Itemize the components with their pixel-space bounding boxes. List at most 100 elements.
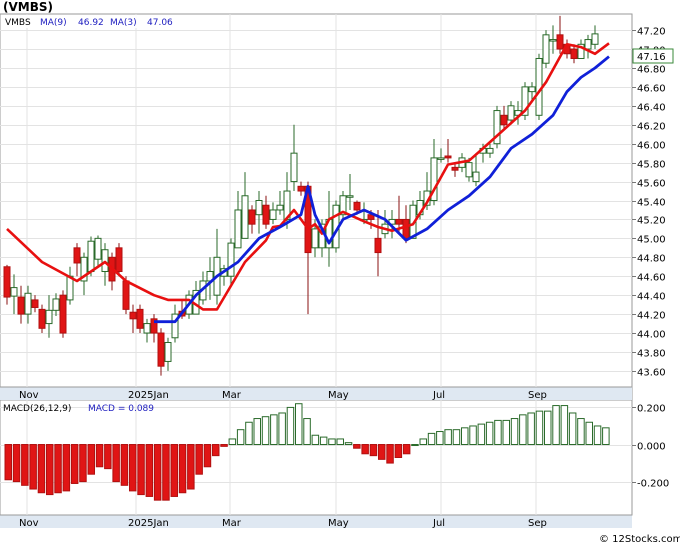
macd-bar [602, 427, 610, 446]
macd-bar [411, 444, 419, 447]
macd-value-label: MACD = 0.089 [88, 404, 154, 414]
price-tick-label: 46.20 [637, 122, 666, 133]
macd-bar [236, 429, 245, 446]
candle-body [437, 157, 445, 160]
credit-text: © 12Stocks.com [599, 534, 680, 545]
macd-bar [311, 434, 320, 446]
candle-body [3, 266, 11, 298]
macd-bar [62, 444, 71, 492]
candle-body [122, 280, 130, 310]
macd-panel [0, 399, 633, 516]
macd-bar [369, 444, 378, 457]
macd-bar [477, 423, 486, 446]
month-labels: Nov Nov 2025Jan 2025Jan Mar Mar May May Jul Jul Se… [19, 390, 547, 529]
macd-bar [112, 444, 120, 483]
candle-body [241, 195, 249, 239]
macd-bar [162, 444, 170, 501]
macd-bar [253, 418, 261, 446]
month-label: 2025Jan [128, 518, 169, 529]
macd-bar [178, 444, 187, 494]
candle-body [80, 256, 88, 282]
ticker-title: (VMBS) [3, 0, 53, 14]
macd-bar [46, 444, 54, 496]
macd-bar [344, 442, 353, 446]
macd-bar [187, 444, 195, 490]
candle-body [59, 294, 67, 334]
candle-body [255, 200, 263, 216]
macd-bar [361, 444, 369, 455]
macd-bar [568, 412, 577, 446]
macd-bar [510, 418, 519, 446]
candle-body [430, 157, 438, 202]
price-tick-label: 44.80 [637, 254, 666, 265]
macd-bar [12, 444, 21, 483]
candle-body [164, 342, 172, 362]
candle-body [101, 249, 109, 273]
macd-bar [527, 412, 535, 446]
macd-bar [386, 444, 394, 464]
macd-bar [552, 405, 560, 446]
candle-body [52, 298, 60, 311]
macd-bar [278, 412, 286, 446]
macd-bar [519, 414, 527, 446]
candle-body [451, 166, 459, 171]
candle-body [227, 242, 235, 277]
candle-body [367, 214, 375, 220]
month-label: Nov [19, 390, 39, 401]
macd-histogram [4, 403, 610, 501]
macd-bar [427, 432, 436, 446]
ma-fast-line [6, 42, 610, 311]
macd-bar [270, 414, 278, 446]
last-price-flag: 47.16 [632, 48, 674, 64]
price-tick-label: 47.20 [637, 27, 666, 38]
candle-body [171, 313, 179, 339]
price-tick-label: 43.60 [637, 368, 666, 379]
legend-symbol: VMBS [5, 18, 31, 28]
candle-body [549, 39, 557, 42]
moving-averages [6, 42, 610, 324]
month-label: May [328, 518, 349, 529]
candle-body [339, 195, 347, 216]
macd-axis: 0.200 0.000 -0.200 [632, 404, 669, 490]
month-label: Jul [432, 390, 445, 401]
macd-tick-label: 0.000 [637, 442, 666, 453]
candle-body [17, 296, 25, 315]
macd-bar [153, 444, 162, 501]
month-label: 2025Jan [128, 390, 169, 401]
macd-bar [502, 419, 510, 446]
candle-body [444, 155, 452, 159]
price-tick-label: 45.80 [637, 160, 666, 171]
price-legend: VMBS MA(9) 46.92 MA(3) 47.06 [2, 15, 180, 28]
macd-bar [261, 416, 270, 446]
macd-bar [104, 444, 112, 470]
price-tick-label: 45.20 [637, 216, 666, 227]
macd-bar [353, 444, 361, 449]
macd-bar [4, 444, 12, 481]
macd-bar [120, 444, 129, 486]
candle-body [87, 240, 95, 273]
macd-bar [29, 444, 37, 490]
macd-bar [79, 444, 87, 483]
macd-bar [585, 421, 593, 446]
candle-body [311, 228, 319, 249]
candle-body [402, 218, 410, 239]
legend-ma-fast-value: 46.92 [78, 18, 104, 28]
candle-body [31, 299, 39, 308]
macd-bar [419, 438, 427, 446]
candlesticks [3, 15, 599, 376]
macd-bar [212, 444, 220, 457]
candle-body [465, 162, 473, 178]
macd-bar [129, 444, 137, 492]
candle-body [157, 332, 165, 367]
macd-bar [295, 403, 303, 446]
price-tick-label: 43.80 [637, 349, 666, 360]
macd-bar [577, 418, 585, 446]
legend-ma-slow-label: MA(3) [110, 18, 137, 28]
candle-body [591, 33, 599, 45]
price-tick-label: 46.60 [637, 84, 666, 95]
price-tick-label: 44.00 [637, 330, 666, 341]
macd-bar [37, 444, 46, 494]
ma-slow-line [154, 55, 610, 324]
price-tick-label: 46.00 [637, 141, 666, 152]
